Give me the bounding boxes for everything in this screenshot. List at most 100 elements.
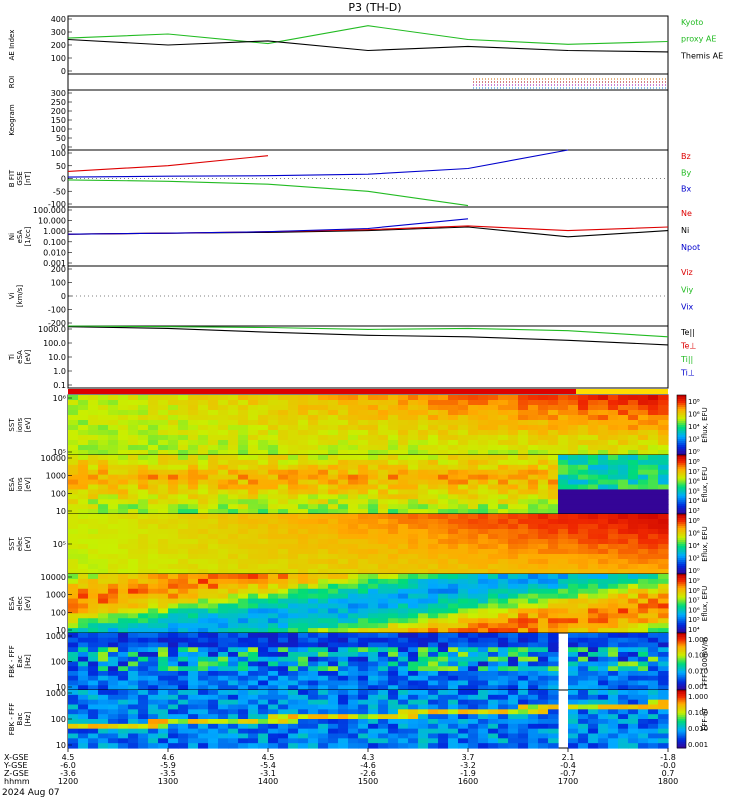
spectrogram-cell [358,714,369,720]
spectrogram-cell [108,435,119,441]
y-tick-label: 10.000 [38,217,66,226]
spectrogram-cell [568,628,579,634]
spectrogram-cell [418,618,429,624]
y-axis-label: [eV] [24,477,32,492]
spectrogram-cell [588,613,599,619]
spectrogram-cell [398,534,409,540]
spectrogram-cell [468,455,479,461]
spectrogram-cell [498,652,509,658]
spectrogram-cell [638,514,649,520]
spectrogram-cell [428,469,439,476]
spectrogram-cell [108,714,119,720]
spectrogram-cell [208,524,219,530]
spectrogram-cell [368,723,379,730]
y-axis-label: [eV] [24,349,32,364]
spectrogram-cell [548,694,559,701]
colorbar-cell [677,490,686,493]
spectrogram-cell [578,642,589,648]
spectrogram-cell [98,544,109,550]
ephemeris-value: -2.6 [360,769,376,778]
spectrogram-cell [648,647,659,653]
spectrogram-cell [198,666,209,672]
spectrogram-cell [488,623,499,629]
spectrogram-cell [418,647,429,653]
colorbar-label: FFF-nT [701,707,709,731]
spectrogram-cell [78,588,89,595]
spectrogram-cell [298,534,309,540]
spectrogram-cell [398,743,409,749]
spectrogram-cell [188,459,199,466]
spectrogram-cell [468,661,479,667]
spectrogram-cell [548,410,559,416]
spectrogram-cell [448,514,459,520]
spectrogram-cell [158,420,169,426]
spectrogram-cell [598,489,609,495]
spectrogram-cell [168,652,179,658]
spectrogram-cell [638,440,649,446]
spectrogram-cell [238,504,249,510]
spectrogram-cell [348,544,359,550]
colorbar-cell [677,542,686,545]
spectrogram-cell [98,583,109,590]
spectrogram-cell [268,699,279,706]
spectrogram-cell [318,524,329,530]
spectrogram-cell [458,415,469,421]
spectrogram-cell [588,479,599,486]
spectrogram-cell [118,723,129,730]
ephemeris-value: 1300 [158,777,178,786]
spectrogram-cell [328,484,339,491]
spectrogram-cell [168,569,179,575]
spectrogram-cell [308,554,319,560]
spectrogram-cell [138,666,149,672]
spectrogram-cell [528,714,539,720]
colorbar-cell [677,510,686,513]
spectrogram-cell [258,504,269,510]
spectrogram-cell [168,459,179,466]
spectrogram-cell [458,738,469,744]
spectrogram-cell [648,694,659,701]
spectrogram-cell [78,675,89,682]
spectrogram-cell [498,539,509,545]
colorbar-cell [677,443,686,446]
spectrogram-cell [308,539,319,545]
spectrogram-cell [508,504,519,510]
spectrogram-cell [328,469,339,476]
spectrogram-cell [478,504,489,510]
spectrogram-cell [118,603,129,610]
spectrogram-cell [578,694,589,701]
spectrogram-cell [428,733,439,739]
ephemeris-value: -3.5 [160,769,176,778]
spectrogram-cell [68,529,79,535]
spectrogram-cell [488,474,499,481]
ephemeris-value: -5.9 [160,761,176,770]
spectrogram-cell [438,499,449,505]
spectrogram-cell [368,435,379,441]
colorbar-cell [677,707,686,710]
spectrogram-cell [648,652,659,658]
spectrogram-cell [278,656,289,663]
spectrogram-cell [638,479,649,486]
spectrogram-cell [628,699,639,706]
spectrogram-cell [268,519,279,525]
colorbar-tick-label: 1.000 [688,636,708,644]
spectrogram-cell [528,738,539,744]
spectrogram-cell [128,455,139,461]
spectrogram-cell [188,743,199,749]
y-tick-label: 200 [51,265,66,274]
spectrogram-cell [188,633,199,639]
spectrogram-cell [78,554,89,560]
spectrogram-cell [278,539,289,545]
spectrogram-cell [148,420,159,426]
spectrogram-cell [398,652,409,658]
spectrogram-cell [98,704,109,710]
spectrogram-cell [328,415,339,421]
spectrogram-cell [268,603,279,610]
spectrogram-cell [168,400,179,406]
colorbar-cell [677,429,686,432]
y-tick-label: 100 [51,54,66,63]
spectrogram-cell [178,652,189,658]
spectrogram-cell [328,474,339,481]
spectrogram-cell [428,405,439,411]
spectrogram-cell [398,733,409,739]
spectrogram-cell [448,656,459,663]
